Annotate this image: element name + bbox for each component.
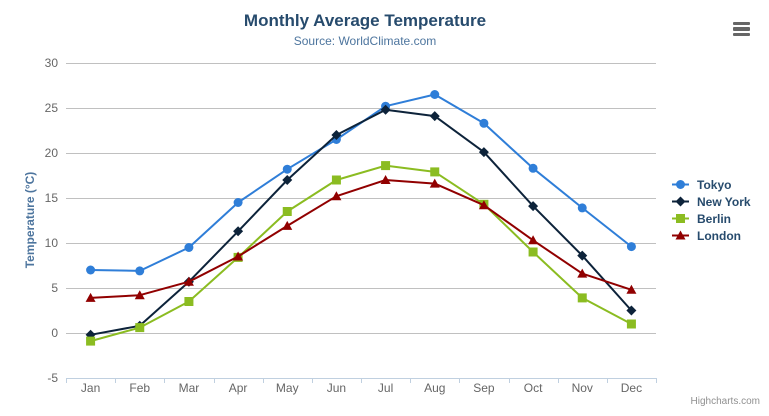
data-point-marker[interactable] (479, 118, 489, 128)
data-point-marker[interactable] (85, 292, 96, 302)
data-point-marker[interactable] (478, 147, 489, 158)
data-point-marker[interactable] (381, 161, 391, 171)
y-axis-tick-label: -5 (47, 371, 58, 385)
legend: Tokyo New York Berlin London (672, 176, 751, 244)
series-tokyo (86, 90, 636, 276)
series-line[interactable] (89, 179, 633, 299)
hamburger-icon (733, 21, 750, 26)
data-point-marker[interactable] (429, 111, 440, 122)
data-point-marker[interactable] (429, 178, 440, 188)
x-axis-tick-label: Aug (424, 381, 445, 395)
credits-link[interactable]: Highcharts.com (690, 396, 760, 407)
data-point-marker[interactable] (282, 207, 292, 216)
series-line[interactable] (89, 93, 633, 272)
y-axis-tick-label: 10 (45, 236, 59, 250)
export-menu-button[interactable] (731, 20, 752, 38)
data-point-marker[interactable] (478, 200, 489, 210)
data-point-marker[interactable] (86, 265, 96, 275)
data-point-marker[interactable] (676, 180, 685, 189)
x-axis-tick-label: Oct (524, 381, 543, 395)
data-point-marker[interactable] (233, 251, 244, 261)
data-point-marker[interactable] (430, 167, 440, 177)
series-new-york (85, 104, 637, 340)
y-axis-tick-label: 30 (45, 56, 59, 70)
circle-legend-icon (672, 180, 689, 189)
series-line[interactable] (89, 164, 633, 343)
legend-item-label: Tokyo (697, 177, 732, 192)
data-point-marker[interactable] (86, 336, 96, 346)
data-point-marker[interactable] (577, 268, 588, 278)
data-point-marker[interactable] (184, 297, 194, 306)
data-point-marker[interactable] (380, 104, 391, 115)
data-point-marker[interactable] (184, 243, 194, 252)
legend-item-london[interactable]: London (672, 227, 751, 244)
data-point-marker[interactable] (135, 323, 145, 333)
x-axis-tick-label: Nov (572, 381, 593, 395)
legend-item-new-york[interactable]: New York (672, 193, 751, 210)
data-point-marker[interactable] (233, 226, 244, 237)
y-axis-title: Temperature (°C) (23, 171, 37, 269)
series-line[interactable] (89, 108, 633, 336)
x-axis-tick-label: Jul (378, 381, 393, 395)
x-axis-tick-label: Apr (229, 381, 248, 395)
data-point-marker[interactable] (134, 290, 145, 300)
x-axis-tick-label: Jan (81, 381, 100, 395)
data-point-marker[interactable] (380, 175, 391, 184)
data-point-marker[interactable] (626, 305, 637, 316)
data-point-marker[interactable] (183, 276, 194, 286)
legend-item-label: London (697, 228, 741, 243)
diamond-legend-icon (672, 196, 689, 207)
series-london (85, 175, 637, 302)
x-axis-tick-label: Sep (473, 381, 495, 395)
y-axis-tick-label: 15 (45, 191, 59, 205)
x-axis-tick-label: Dec (621, 381, 642, 395)
x-axis-tick-label: Mar (179, 381, 200, 395)
x-axis-tick-label: Jun (327, 381, 346, 395)
triangle-legend-icon (672, 230, 689, 240)
data-point-marker[interactable] (282, 175, 293, 185)
legend-item-label: Berlin (697, 211, 732, 226)
data-point-marker[interactable] (331, 175, 341, 185)
square-legend-icon (672, 214, 689, 223)
x-axis-tick-label: May (276, 381, 299, 395)
data-point-marker[interactable] (577, 203, 587, 213)
data-point-marker[interactable] (528, 247, 538, 257)
data-point-marker[interactable] (626, 319, 636, 329)
data-point-marker[interactable] (331, 130, 342, 140)
data-point-marker[interactable] (282, 220, 293, 230)
y-axis-tick-label: 0 (51, 326, 58, 340)
data-point-marker[interactable] (675, 230, 686, 240)
data-point-marker[interactable] (135, 266, 145, 276)
data-point-marker[interactable] (577, 250, 588, 261)
data-point-marker[interactable] (331, 191, 342, 201)
y-axis-tick-label: 5 (51, 281, 58, 295)
data-point-marker[interactable] (676, 214, 685, 223)
data-point-marker[interactable] (528, 163, 538, 173)
data-point-marker[interactable] (528, 201, 539, 212)
data-point-marker[interactable] (675, 196, 686, 207)
data-point-marker[interactable] (528, 235, 539, 245)
legend-item-tokyo[interactable]: Tokyo (672, 176, 751, 193)
chart-subtitle: Source: WorldClimate.com (293, 34, 437, 48)
chart-title: Monthly Average Temperature (243, 11, 487, 30)
data-point-marker[interactable] (233, 198, 243, 207)
x-axis-tick-label: Feb (129, 381, 150, 395)
y-axis-tick-label: 25 (45, 101, 59, 115)
hamburger-icon (733, 27, 750, 31)
data-point-marker[interactable] (282, 164, 292, 174)
y-axis-tick-label: 20 (45, 146, 59, 160)
data-point-marker[interactable] (430, 90, 440, 99)
legend-item-berlin[interactable]: Berlin (672, 210, 751, 227)
legend-item-label: New York (697, 194, 751, 209)
data-point-marker[interactable] (626, 242, 636, 252)
data-point-marker[interactable] (577, 293, 587, 303)
data-point-marker[interactable] (626, 284, 637, 294)
hamburger-icon (733, 32, 750, 37)
